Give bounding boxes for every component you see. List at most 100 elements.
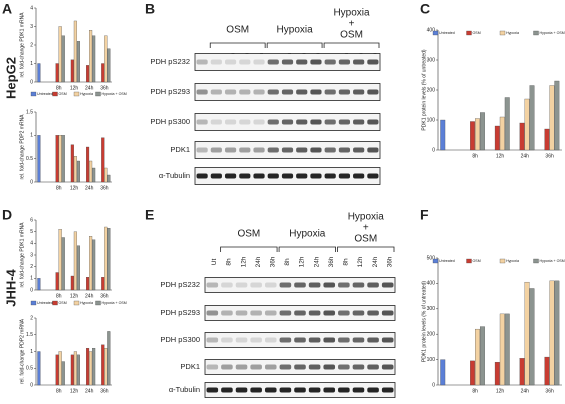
band: [296, 119, 308, 125]
band: [310, 59, 322, 65]
band: [367, 387, 379, 393]
group-label: Hypoxia: [289, 229, 326, 240]
bar: [89, 160, 93, 183]
bar: [55, 63, 59, 83]
bar: [499, 313, 505, 386]
x-tick-label: 36h: [545, 153, 554, 159]
band: [338, 119, 351, 125]
bar: [101, 277, 105, 291]
band: [381, 310, 394, 316]
row-label: PDH pS300: [150, 117, 190, 126]
bar: [76, 354, 80, 386]
bar: [107, 331, 111, 386]
band: [294, 387, 306, 393]
band: [281, 173, 294, 179]
row-label: PDH pS232: [150, 57, 190, 66]
bar: [55, 354, 59, 386]
bar: [55, 272, 59, 291]
y-tick-label: 500: [427, 255, 436, 261]
band: [381, 282, 394, 288]
y-axis-label: PDK1 protein levels (% of untreated): [421, 49, 427, 130]
bracket: [323, 42, 380, 48]
y-tick-label: 0: [30, 287, 33, 293]
x-tick-label: 24h: [521, 388, 530, 394]
lane-label: 8h: [284, 258, 291, 266]
band: [281, 147, 294, 153]
bar: [440, 119, 446, 151]
x-tick-label: 12h: [496, 153, 505, 159]
band: [235, 337, 248, 343]
band: [279, 387, 292, 393]
band: [279, 364, 292, 370]
band: [324, 119, 336, 125]
band: [253, 147, 265, 153]
band: [310, 89, 322, 95]
band: [206, 282, 219, 288]
bracket: [266, 42, 323, 48]
band: [323, 282, 336, 288]
y-tick-label: 1: [30, 61, 33, 67]
legend-label: Untreated: [439, 31, 455, 35]
row-label: PDK1: [170, 145, 190, 154]
band: [210, 119, 222, 125]
row-label: PDH pS293: [150, 87, 190, 96]
y-tick-label: 1.5: [26, 109, 33, 115]
band: [367, 147, 379, 153]
group-label: Hypoxia: [348, 212, 385, 223]
bar: [104, 226, 108, 291]
band: [281, 89, 294, 95]
band: [239, 147, 251, 153]
legend-label: OSM: [473, 259, 481, 263]
y-axis-label: rel. fold-change PDP2 mRNA: [19, 318, 25, 384]
bar: [504, 313, 510, 386]
x-tick-label: 12h: [70, 85, 79, 91]
bar: [470, 121, 475, 151]
band: [296, 59, 308, 65]
bar: [58, 135, 62, 183]
band: [294, 310, 306, 316]
band: [239, 119, 251, 125]
legend-label: Untreated: [37, 301, 53, 305]
band: [367, 337, 379, 343]
bar: [494, 361, 500, 386]
panel-label: E: [145, 207, 154, 223]
band: [323, 337, 336, 343]
bar: [504, 97, 510, 151]
band: [224, 119, 237, 125]
lane-label: 12h: [240, 256, 247, 267]
band: [281, 119, 294, 125]
band: [250, 364, 262, 370]
x-tick-label: 12h: [496, 388, 505, 394]
bar: [73, 231, 77, 291]
lane-label: 36h: [269, 256, 276, 267]
bar: [86, 347, 90, 386]
bar: [92, 167, 96, 183]
band: [353, 89, 365, 95]
band: [323, 387, 336, 393]
band: [294, 282, 306, 288]
row-label: PDH pS232: [160, 280, 200, 289]
legend-swatch: [533, 258, 539, 264]
band: [206, 364, 219, 370]
legend-swatch: [73, 300, 80, 306]
band: [267, 119, 279, 125]
y-tick-label: 2: [30, 315, 33, 321]
band: [264, 282, 277, 288]
panel-label: F: [420, 207, 429, 223]
x-tick-label: 36h: [100, 293, 109, 299]
bar: [86, 65, 90, 83]
bar: [549, 280, 555, 386]
legend-swatch: [73, 91, 80, 97]
band: [323, 364, 336, 370]
x-tick-label: 24h: [85, 185, 94, 191]
band: [264, 364, 277, 370]
bar: [76, 160, 80, 183]
y-axis-label: rel. fold-change PDK1 mRNA: [19, 222, 25, 288]
bar: [61, 135, 65, 183]
band: [206, 337, 219, 343]
bar: [92, 239, 96, 291]
bar: [37, 278, 41, 291]
bar: [37, 63, 41, 83]
bar: [86, 277, 90, 291]
bar: [61, 237, 65, 291]
